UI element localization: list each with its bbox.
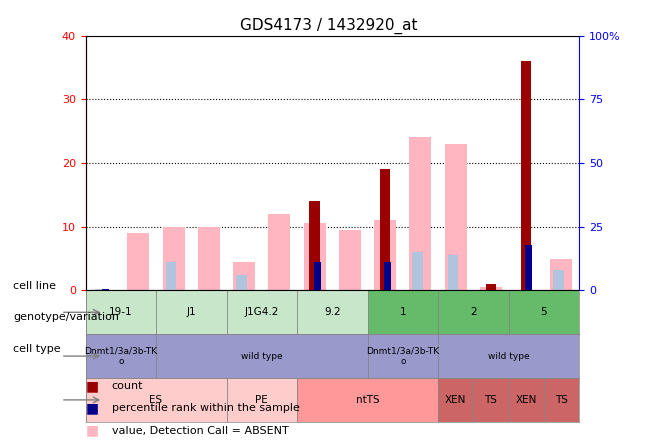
FancyBboxPatch shape — [368, 334, 438, 378]
FancyBboxPatch shape — [86, 378, 226, 422]
Bar — [303, 223, 326, 290]
FancyBboxPatch shape — [509, 290, 579, 334]
Bar — [339, 230, 361, 290]
Text: TS: TS — [484, 395, 497, 405]
Bar — [447, 255, 459, 290]
FancyBboxPatch shape — [226, 378, 297, 422]
FancyBboxPatch shape — [156, 290, 226, 334]
Text: ■: ■ — [86, 424, 99, 438]
Bar — [409, 138, 432, 290]
Bar — [166, 262, 176, 290]
Text: XEN: XEN — [445, 395, 467, 405]
Bar — [268, 214, 290, 290]
Bar — [445, 144, 467, 290]
Bar — [380, 169, 390, 290]
Text: genotype/variation: genotype/variation — [13, 313, 119, 322]
Bar — [413, 252, 423, 290]
Text: J1: J1 — [186, 307, 196, 317]
FancyBboxPatch shape — [86, 334, 156, 378]
Text: wild type: wild type — [241, 352, 282, 361]
Bar — [233, 262, 255, 290]
Text: Dnmt1/3a/3b-TK
o: Dnmt1/3a/3b-TK o — [367, 346, 440, 366]
Bar — [236, 275, 247, 290]
Text: value, Detection Call = ABSENT: value, Detection Call = ABSENT — [112, 426, 289, 436]
FancyBboxPatch shape — [473, 378, 509, 422]
Bar — [374, 220, 396, 290]
FancyBboxPatch shape — [156, 334, 368, 378]
Bar — [480, 287, 502, 290]
Bar — [486, 284, 496, 290]
Text: TS: TS — [555, 395, 568, 405]
Bar — [553, 270, 564, 290]
Text: PE: PE — [255, 395, 268, 405]
Text: ■: ■ — [86, 379, 99, 393]
Text: 9.2: 9.2 — [324, 307, 341, 317]
Text: 2: 2 — [470, 307, 476, 317]
FancyBboxPatch shape — [438, 378, 473, 422]
Text: cell type: cell type — [13, 344, 61, 353]
Text: ■: ■ — [86, 401, 99, 416]
FancyBboxPatch shape — [438, 290, 509, 334]
Bar — [550, 258, 572, 290]
Bar — [95, 289, 106, 290]
Bar — [525, 245, 532, 290]
Text: cell line: cell line — [13, 281, 56, 291]
Text: 5: 5 — [540, 307, 547, 317]
FancyBboxPatch shape — [297, 290, 368, 334]
Bar — [102, 289, 109, 290]
Text: 1: 1 — [399, 307, 406, 317]
Text: ntTS: ntTS — [356, 395, 380, 405]
Bar — [163, 227, 185, 290]
Bar — [198, 227, 220, 290]
FancyBboxPatch shape — [368, 290, 438, 334]
Bar — [128, 233, 149, 290]
Text: count: count — [112, 381, 143, 391]
Text: XEN: XEN — [515, 395, 537, 405]
Bar — [314, 262, 321, 290]
Text: GDS4173 / 1432920_at: GDS4173 / 1432920_at — [240, 18, 418, 34]
Bar — [384, 262, 392, 290]
FancyBboxPatch shape — [86, 290, 156, 334]
FancyBboxPatch shape — [226, 290, 297, 334]
Bar — [521, 61, 532, 290]
Text: 19-1: 19-1 — [109, 307, 133, 317]
FancyBboxPatch shape — [509, 378, 544, 422]
Text: wild type: wild type — [488, 352, 529, 361]
Bar — [309, 201, 320, 290]
FancyBboxPatch shape — [297, 378, 438, 422]
Text: ES: ES — [149, 395, 163, 405]
FancyBboxPatch shape — [438, 334, 579, 378]
Text: percentile rank within the sample: percentile rank within the sample — [112, 404, 300, 413]
Text: Dnmt1/3a/3b-TK
o: Dnmt1/3a/3b-TK o — [84, 346, 157, 366]
FancyBboxPatch shape — [544, 378, 579, 422]
Text: J1G4.2: J1G4.2 — [245, 307, 279, 317]
